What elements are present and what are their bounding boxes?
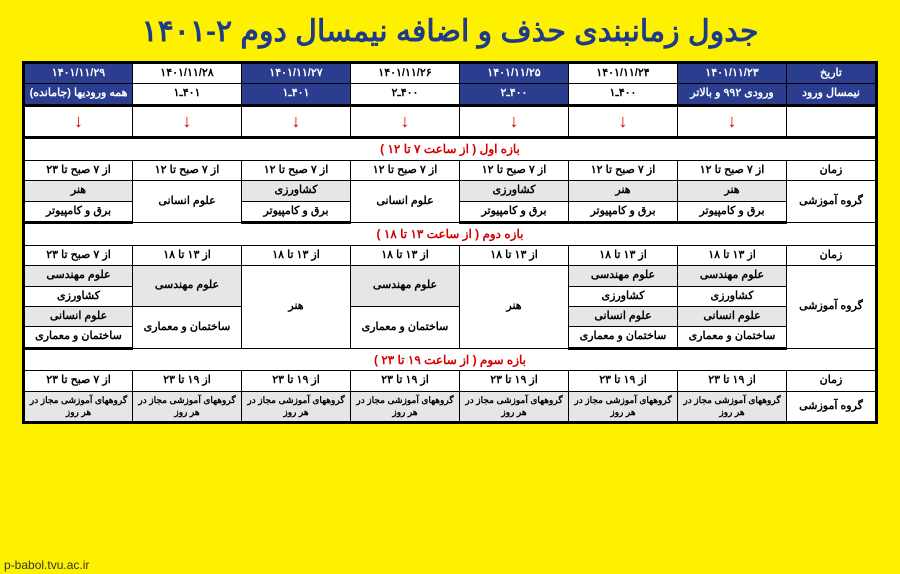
group-cell: هنر [24, 181, 133, 201]
group-cell: علوم انسانی [24, 306, 133, 326]
arrow-down-icon: ↓ [460, 105, 569, 137]
group-cell: برق و کامپیوتر [678, 201, 787, 222]
time-cell: از ۱۹ تا ۲۳ [569, 371, 678, 391]
entry-cell: همه ورودیها (جامانده) [24, 84, 133, 105]
group-cell: کشاورزی [460, 181, 569, 201]
time-cell: از ۱۹ تا ۲۳ [242, 371, 351, 391]
group-cell: گروههای آموزشی مجاز در هر روز [242, 391, 351, 422]
group-cell: علوم انسانی [351, 181, 460, 223]
time-cell: از ۷ صبح تا ۱۲ [678, 160, 787, 180]
group-cell: علوم انسانی [569, 306, 678, 326]
label-group: گروه آموزشی [787, 266, 877, 349]
time-cell: از ۱۳ تا ۱۸ [351, 245, 460, 265]
label-time: زمان [787, 245, 877, 265]
label-entry: نیمسال ورود [787, 84, 877, 105]
time-cell: از ۷ صبح تا ۱۲ [351, 160, 460, 180]
time-cell: از ۷ صبح تا ۱۲ [133, 160, 242, 180]
group-cell: هنر [678, 181, 787, 201]
arrow-down-icon: ↓ [569, 105, 678, 137]
time-cell: از ۷ صبح تا ۲۳ [24, 245, 133, 265]
group-cell: کشاورزی [242, 181, 351, 201]
group-cell: علوم مهندسی [24, 266, 133, 286]
group-cell: هنر [242, 266, 351, 349]
group-cell: علوم انسانی [678, 306, 787, 326]
time-cell: از ۱۳ تا ۱۸ [242, 245, 351, 265]
label-group: گروه آموزشی [787, 391, 877, 422]
date-cell: ۱۴۰۱/۱۱/۲۷ [242, 63, 351, 84]
entry-cell: ورودی ۹۹۲ و بالاتر [678, 84, 787, 105]
group-cell: علوم مهندسی [678, 266, 787, 286]
time-cell: از ۱۹ تا ۲۳ [133, 371, 242, 391]
group-cell: کشاورزی [24, 286, 133, 306]
group-cell: ساختمان و معماری [133, 306, 242, 348]
time-cell: از ۱۳ تا ۱۸ [460, 245, 569, 265]
group-cell: برق و کامپیوتر [24, 201, 133, 222]
group-cell: ساختمان و معماری [351, 306, 460, 348]
date-cell: ۱۴۰۱/۱۱/۲۶ [351, 63, 460, 84]
group-cell: برق و کامپیوتر [242, 201, 351, 222]
entry-cell: ۴۰۰ـ۲ [351, 84, 460, 105]
section3-header: بازه سوم ( از ساعت ۱۹ تا ۲۳ ) [24, 348, 877, 371]
arrow-down-icon: ↓ [24, 105, 133, 137]
section1-header: بازه اول ( از ساعت ۷ تا ۱۲ ) [24, 137, 877, 160]
group-cell: گروههای آموزشی مجاز در هر روز [460, 391, 569, 422]
group-cell: هنر [569, 181, 678, 201]
group-cell: برق و کامپیوتر [569, 201, 678, 222]
footer-url: p-babol.tvu.ac.ir [4, 558, 89, 572]
arrow-down-icon: ↓ [133, 105, 242, 137]
label-group: گروه آموزشی [787, 181, 877, 223]
date-cell: ۱۴۰۱/۱۱/۲۳ [678, 63, 787, 84]
time-cell: از ۱۳ تا ۱۸ [569, 245, 678, 265]
time-cell: از ۷ صبح تا ۱۲ [460, 160, 569, 180]
group-cell: ساختمان و معماری [678, 327, 787, 348]
entry-cell: ۴۰۱ـ۱ [133, 84, 242, 105]
group-cell: برق و کامپیوتر [460, 201, 569, 222]
group-cell: علوم مهندسی [351, 266, 460, 307]
group-cell: کشاورزی [569, 286, 678, 306]
time-cell: از ۱۳ تا ۱۸ [133, 245, 242, 265]
date-cell: ۱۴۰۱/۱۱/۲۹ [24, 63, 133, 84]
group-cell: کشاورزی [678, 286, 787, 306]
arrow-spacer [787, 105, 877, 137]
group-cell: علوم مهندسی [569, 266, 678, 286]
time-cell: از ۱۳ تا ۱۸ [678, 245, 787, 265]
arrow-down-icon: ↓ [351, 105, 460, 137]
date-cell: ۱۴۰۱/۱۱/۲۵ [460, 63, 569, 84]
label-time: زمان [787, 160, 877, 180]
label-time: زمان [787, 371, 877, 391]
label-date: تاریخ [787, 63, 877, 84]
time-cell: از ۷ صبح تا ۲۳ [24, 371, 133, 391]
time-cell: از ۱۹ تا ۲۳ [460, 371, 569, 391]
time-cell: از ۷ صبح تا ۲۳ [24, 160, 133, 180]
date-cell: ۱۴۰۱/۱۱/۲۸ [133, 63, 242, 84]
group-cell: گروههای آموزشی مجاز در هر روز [569, 391, 678, 422]
arrow-down-icon: ↓ [242, 105, 351, 137]
group-cell: هنر [460, 266, 569, 349]
page-title: جدول زمانبندی حذف و اضافه نیمسال دوم ۲-۱… [142, 14, 759, 49]
group-cell: علوم مهندسی [133, 266, 242, 307]
group-cell: علوم انسانی [133, 181, 242, 223]
entry-cell: ۴۰۱ـ۱ [242, 84, 351, 105]
schedule-table: تاریخ ۱۴۰۱/۱۱/۲۳ ۱۴۰۱/۱۱/۲۴ ۱۴۰۱/۱۱/۲۵ ۱… [22, 61, 878, 424]
time-cell: از ۷ صبح تا ۱۲ [569, 160, 678, 180]
entry-cell: ۴۰۰ـ۲ [460, 84, 569, 105]
section2-header: بازه دوم ( از ساعت ۱۳ تا ۱۸ ) [24, 222, 877, 245]
entry-cell: ۴۰۰ـ۱ [569, 84, 678, 105]
group-cell: ساختمان و معماری [569, 327, 678, 348]
group-cell: گروههای آموزشی مجاز در هر روز [133, 391, 242, 422]
arrow-down-icon: ↓ [678, 105, 787, 137]
date-cell: ۱۴۰۱/۱۱/۲۴ [569, 63, 678, 84]
group-cell: ساختمان و معماری [24, 327, 133, 348]
group-cell: گروههای آموزشی مجاز در هر روز [351, 391, 460, 422]
group-cell: گروههای آموزشی مجاز در هر روز [678, 391, 787, 422]
time-cell: از ۱۹ تا ۲۳ [351, 371, 460, 391]
time-cell: از ۷ صبح تا ۱۲ [242, 160, 351, 180]
time-cell: از ۱۹ تا ۲۳ [678, 371, 787, 391]
group-cell: گروههای آموزشی مجاز در هر روز [24, 391, 133, 422]
